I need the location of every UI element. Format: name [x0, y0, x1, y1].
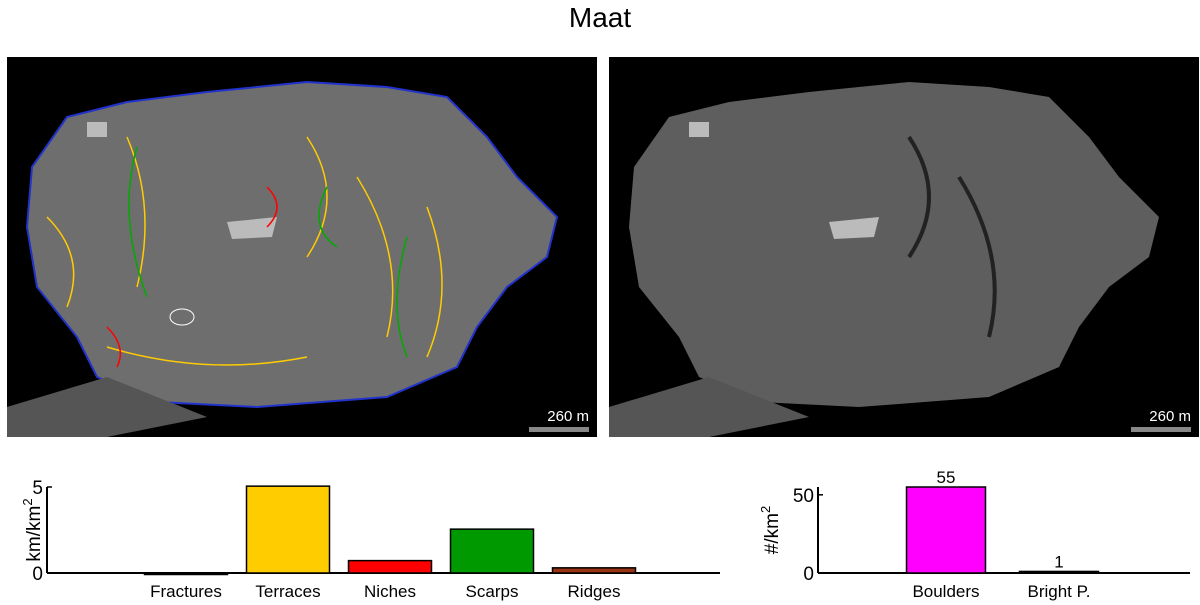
- x-tick-label: Fractures: [150, 582, 222, 601]
- x-tick-label: Boulders: [912, 582, 979, 601]
- bar-brightp: [1018, 570, 1100, 574]
- y-axis-label-base: km/km: [24, 506, 45, 562]
- bar-ridges: [551, 567, 637, 574]
- x-tick-label: Scarps: [466, 582, 519, 601]
- boulder-density-chart: 0 50 #/km2 Boulders 55 Bright P. 1: [758, 468, 1190, 601]
- y-tick-label: 0: [803, 564, 814, 585]
- data-label: 55: [937, 468, 956, 487]
- y-axis-label-sup: 2: [20, 498, 35, 505]
- x-tick-label: Niches: [364, 582, 416, 601]
- y-tick-label: 0: [32, 564, 43, 585]
- data-label: 1: [1054, 552, 1063, 571]
- annotated-map-image: 260 m: [7, 57, 597, 437]
- scale-label: 260 m: [547, 408, 589, 425]
- y-axis-label: km/km2: [20, 498, 45, 561]
- y-tick-label: 5: [32, 478, 43, 499]
- scale-label: 260 m: [1149, 408, 1191, 425]
- plain-map-image: 260 m: [609, 57, 1199, 437]
- x-tick-label: Bright P.: [1027, 582, 1090, 601]
- y-axis-label-sup: 2: [758, 506, 773, 513]
- y-axis-label-base: #/km: [762, 513, 783, 554]
- x-tick-label: Ridges: [568, 582, 621, 601]
- bar-niches: [347, 559, 433, 574]
- bar-fractures: [143, 572, 229, 576]
- bar-scarps: [449, 528, 535, 574]
- y-tick-label: 50: [793, 486, 814, 507]
- bar-boulders: [905, 486, 987, 574]
- y-axis-label: #/km2: [758, 506, 783, 554]
- scale-bar: [1131, 427, 1191, 432]
- scale-bar: [529, 427, 589, 432]
- bar-terraces: [245, 485, 331, 574]
- figure-title: Maat: [568, 2, 632, 33]
- x-tick-label: Terraces: [255, 582, 320, 601]
